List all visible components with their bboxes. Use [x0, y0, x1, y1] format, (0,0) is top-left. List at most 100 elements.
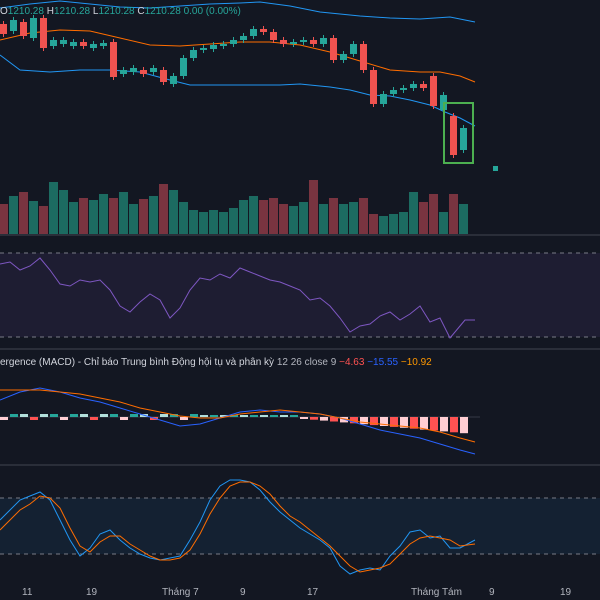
- x-tick-2: Tháng 7: [162, 587, 199, 598]
- candle-body: [420, 84, 427, 88]
- low-label: L: [92, 6, 99, 17]
- macd-histogram-bar: [40, 414, 48, 417]
- candle-body: [460, 128, 467, 150]
- candle-body: [140, 70, 147, 74]
- candle-body: [200, 48, 207, 50]
- candle-body: [20, 22, 27, 36]
- volume-bar: [419, 202, 428, 234]
- volume-bar: [369, 214, 378, 234]
- macd-histogram-bar: [410, 417, 418, 429]
- macd-histogram-bar: [350, 417, 358, 424]
- x-tick-3: 9: [240, 587, 246, 598]
- volume-bar: [259, 200, 268, 234]
- open-value: 1210.28: [7, 6, 44, 17]
- volume-bar: [199, 212, 208, 234]
- open-label: O: [0, 6, 8, 17]
- candle-body: [390, 90, 397, 94]
- macd-histogram-bar: [50, 414, 58, 417]
- volume-bars-group: [0, 180, 468, 234]
- candle-body: [330, 38, 337, 60]
- macd-histogram-bar: [180, 417, 188, 420]
- bb-basis-line: [0, 29, 476, 83]
- candle-body: [150, 68, 157, 72]
- macd-histogram-bar: [10, 414, 18, 417]
- volume-bar: [39, 206, 48, 234]
- x-tick-7: 19: [560, 587, 572, 598]
- macd-histogram-bar: [110, 414, 118, 417]
- volume-bar: [79, 198, 88, 234]
- volume-bar: [159, 184, 168, 234]
- macd-line-value: −15.55: [367, 357, 399, 368]
- candle-body: [310, 40, 317, 44]
- macd-histogram-bar: [30, 417, 38, 420]
- macd-histogram-bar: [300, 417, 308, 419]
- macd-histogram-bar: [20, 414, 28, 417]
- rsi-band: [0, 253, 600, 337]
- bb-lower-line: [0, 54, 476, 127]
- volume-bar: [409, 192, 418, 234]
- candle-body: [300, 40, 307, 42]
- macd-histogram-bar: [250, 415, 258, 417]
- volume-bar: [329, 198, 338, 234]
- candle-body: [260, 29, 267, 32]
- macd-legend: ergence (MACD) - Chỉ báo Trung bình Động…: [0, 357, 432, 368]
- volume-bar: [89, 200, 98, 234]
- candle-body: [250, 29, 257, 36]
- volume-bar: [189, 210, 198, 234]
- candle-body: [370, 70, 377, 104]
- price-panel-bg: [0, 0, 600, 235]
- volume-bar: [349, 202, 358, 234]
- high-label: H: [46, 6, 54, 17]
- x-tick-0: 11: [22, 587, 33, 598]
- volume-bar: [439, 212, 448, 234]
- macd-histogram-bar: [450, 417, 458, 433]
- candle-body: [10, 20, 17, 31]
- candle-body: [120, 70, 127, 74]
- macd-histogram-bar: [280, 415, 288, 417]
- macd-histogram-bar: [120, 417, 128, 420]
- candle-body: [450, 116, 457, 155]
- volume-bar: [149, 196, 158, 234]
- candles-group: [0, 15, 467, 158]
- macd-histogram-bar: [360, 417, 368, 425]
- candle-body: [240, 36, 247, 40]
- candle-body: [130, 68, 137, 72]
- macd-histogram-bar: [460, 417, 468, 434]
- macd-histogram-bar: [370, 417, 378, 426]
- candle-body: [360, 44, 367, 70]
- volume-bar: [169, 190, 178, 234]
- volume-bar: [219, 212, 228, 234]
- macd-histogram-bar: [60, 417, 68, 420]
- macd-histogram-bar: [210, 415, 218, 417]
- selection-highlight-box[interactable]: [443, 102, 474, 164]
- volume-bar: [139, 199, 148, 234]
- macd-line: [0, 387, 476, 455]
- macd-histogram-bar: [390, 417, 398, 427]
- candle-body: [180, 58, 187, 76]
- next-bar-marker: [493, 166, 498, 171]
- candle-body: [290, 42, 297, 44]
- volume-bar: [59, 190, 68, 234]
- macd-histogram-bar: [90, 417, 98, 420]
- macd-histogram-bar: [160, 414, 168, 417]
- volume-bar: [269, 198, 278, 234]
- close-value: 1210.28: [144, 6, 181, 17]
- candle-body: [230, 40, 237, 44]
- candle-body: [410, 84, 417, 88]
- macd-histogram-bar: [80, 414, 88, 417]
- macd-histogram-bar: [270, 415, 278, 417]
- candle-body: [30, 18, 37, 38]
- candle-body: [110, 42, 117, 77]
- candle-body: [90, 44, 97, 48]
- volume-bar: [99, 194, 108, 234]
- candle-body: [80, 42, 87, 46]
- macd-title: ergence (MACD) - Chỉ báo Trung bình Động…: [0, 357, 275, 368]
- volume-bar: [459, 204, 468, 234]
- volume-bar: [9, 196, 18, 234]
- macd-signal-line: [0, 389, 476, 443]
- candle-body: [0, 24, 7, 34]
- volume-bar: [299, 202, 308, 234]
- volume-bar: [309, 180, 318, 234]
- volume-bar: [19, 192, 28, 234]
- candle-body: [100, 43, 107, 46]
